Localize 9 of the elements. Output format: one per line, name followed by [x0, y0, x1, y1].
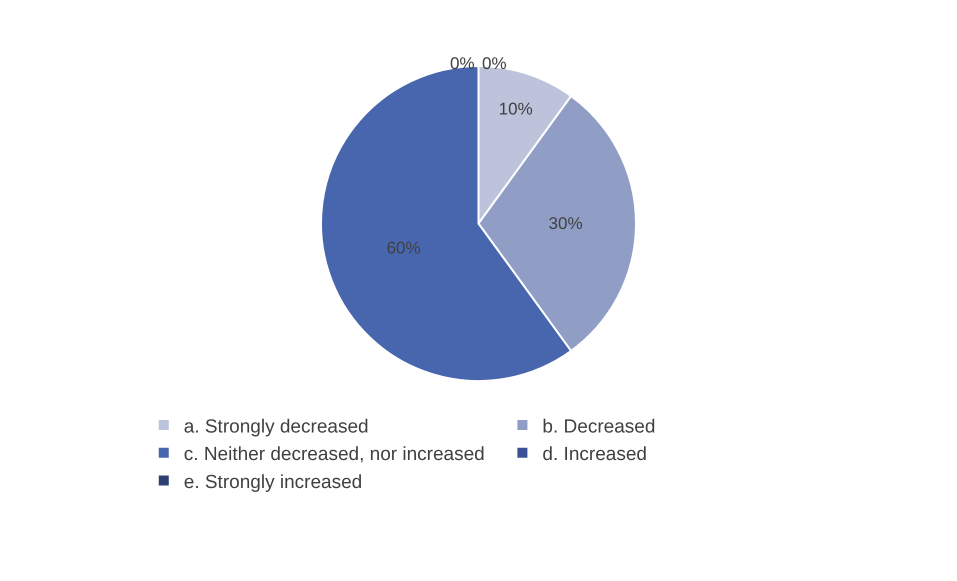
data-label: 60%	[386, 238, 421, 258]
legend-label: e. Strongly increased	[184, 472, 362, 493]
text: 0%	[482, 54, 507, 73]
legend-label: b. Decreased	[542, 416, 656, 438]
data-label: 30%	[548, 214, 583, 233]
data-label: 10%	[498, 100, 533, 119]
legend-label: a. Strongly decreased	[184, 416, 369, 438]
legend-label: d. Increased	[542, 444, 647, 466]
legend-label: c. Neither decreased, nor increased	[184, 444, 485, 466]
